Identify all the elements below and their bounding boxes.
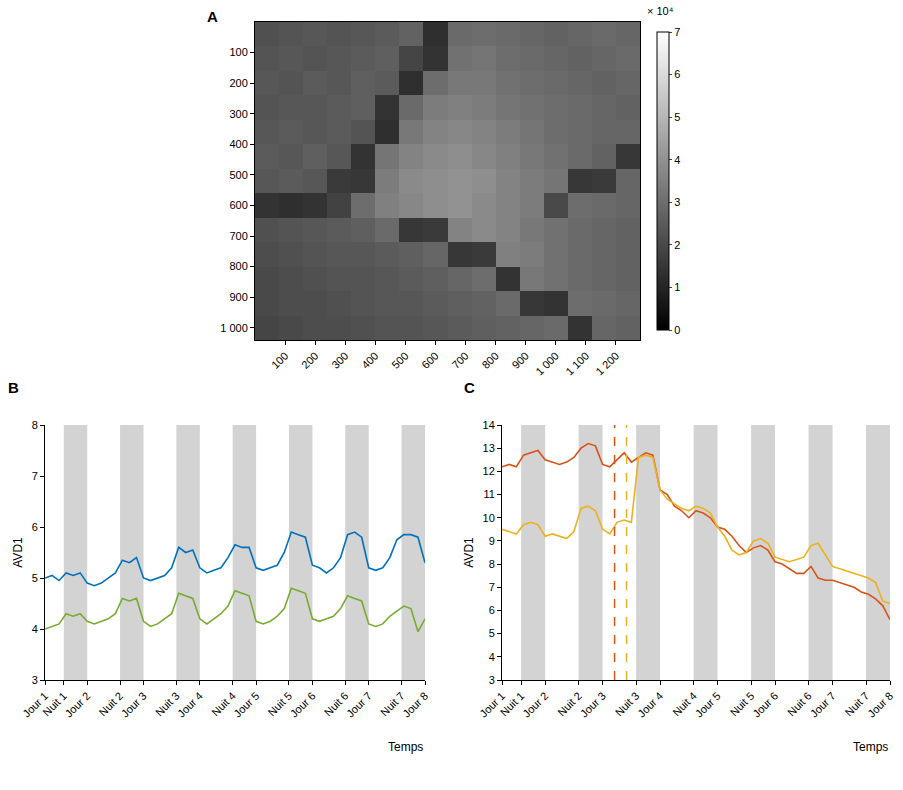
svg-text:Jour 4: Jour 4 bbox=[175, 690, 205, 720]
svg-text:14: 14 bbox=[483, 419, 495, 431]
svg-text:3: 3 bbox=[32, 674, 38, 686]
svg-text:1 000: 1 000 bbox=[533, 350, 561, 378]
svg-text:A: A bbox=[207, 8, 218, 25]
svg-text:400: 400 bbox=[229, 138, 247, 150]
svg-text:200: 200 bbox=[229, 77, 247, 89]
svg-text:1: 1 bbox=[674, 281, 680, 293]
svg-text:800: 800 bbox=[479, 350, 500, 371]
svg-text:2: 2 bbox=[674, 239, 680, 251]
svg-text:Jour 8: Jour 8 bbox=[865, 690, 895, 720]
svg-text:Jour 5: Jour 5 bbox=[231, 690, 261, 720]
svg-text:7: 7 bbox=[674, 26, 680, 38]
svg-text:6: 6 bbox=[674, 68, 680, 80]
svg-text:13: 13 bbox=[483, 442, 495, 454]
svg-text:900: 900 bbox=[510, 350, 531, 371]
svg-text:Jour 7: Jour 7 bbox=[344, 690, 374, 720]
svg-text:AVD1: AVD1 bbox=[11, 537, 25, 568]
svg-text:× 10⁴: × 10⁴ bbox=[647, 5, 674, 17]
svg-text:Temps: Temps bbox=[853, 740, 888, 754]
svg-text:600: 600 bbox=[419, 350, 440, 371]
svg-text:Jour 1: Jour 1 bbox=[477, 690, 507, 720]
svg-text:600: 600 bbox=[229, 199, 247, 211]
svg-text:Nuit 5: Nuit 5 bbox=[265, 690, 294, 719]
svg-text:8: 8 bbox=[32, 419, 38, 431]
svg-text:5: 5 bbox=[32, 572, 38, 584]
svg-text:Nuit 3: Nuit 3 bbox=[613, 690, 642, 719]
svg-text:AVD1: AVD1 bbox=[462, 537, 476, 568]
svg-text:10: 10 bbox=[483, 512, 495, 524]
svg-text:7: 7 bbox=[32, 470, 38, 482]
svg-text:300: 300 bbox=[329, 350, 350, 371]
svg-text:Nuit 2: Nuit 2 bbox=[555, 690, 584, 719]
svg-text:500: 500 bbox=[229, 169, 247, 181]
svg-text:Temps: Temps bbox=[388, 740, 423, 754]
svg-text:300: 300 bbox=[229, 108, 247, 120]
svg-text:4: 4 bbox=[489, 651, 495, 663]
svg-text:Nuit 7: Nuit 7 bbox=[843, 690, 872, 719]
svg-text:3: 3 bbox=[489, 674, 495, 686]
svg-text:Nuit 4: Nuit 4 bbox=[209, 690, 238, 719]
svg-text:C: C bbox=[464, 379, 475, 396]
svg-text:Nuit 4: Nuit 4 bbox=[670, 690, 699, 719]
svg-text:4: 4 bbox=[32, 623, 38, 635]
svg-text:1 100: 1 100 bbox=[563, 350, 591, 378]
svg-text:100: 100 bbox=[229, 46, 247, 58]
svg-text:Jour 2: Jour 2 bbox=[62, 690, 92, 720]
svg-text:12: 12 bbox=[483, 465, 495, 477]
svg-text:Nuit 1: Nuit 1 bbox=[498, 690, 527, 719]
svg-text:Jour 8: Jour 8 bbox=[400, 690, 430, 720]
svg-text:Jour 4: Jour 4 bbox=[635, 690, 665, 720]
svg-text:4: 4 bbox=[674, 154, 680, 166]
svg-text:7: 7 bbox=[489, 581, 495, 593]
svg-text:1 000: 1 000 bbox=[220, 322, 248, 334]
svg-text:11: 11 bbox=[483, 488, 494, 500]
svg-text:700: 700 bbox=[449, 350, 470, 371]
svg-text:9: 9 bbox=[489, 535, 495, 547]
svg-text:8: 8 bbox=[489, 558, 495, 570]
svg-text:400: 400 bbox=[359, 350, 380, 371]
svg-text:6: 6 bbox=[32, 521, 38, 533]
svg-text:900: 900 bbox=[229, 291, 247, 303]
svg-text:Jour 6: Jour 6 bbox=[750, 690, 780, 720]
svg-text:Jour 7: Jour 7 bbox=[808, 690, 838, 720]
svg-text:Jour 2: Jour 2 bbox=[520, 690, 550, 720]
svg-text:Nuit 6: Nuit 6 bbox=[322, 690, 351, 719]
svg-text:500: 500 bbox=[389, 350, 410, 371]
svg-text:Nuit 1: Nuit 1 bbox=[40, 690, 69, 719]
svg-text:Nuit 2: Nuit 2 bbox=[97, 690, 126, 719]
svg-text:Jour 3: Jour 3 bbox=[578, 690, 608, 720]
svg-text:100: 100 bbox=[269, 350, 290, 371]
svg-text:Jour 6: Jour 6 bbox=[288, 690, 318, 720]
svg-text:Nuit 6: Nuit 6 bbox=[785, 690, 814, 719]
svg-text:6: 6 bbox=[489, 604, 495, 616]
svg-text:Nuit 7: Nuit 7 bbox=[378, 690, 407, 719]
svg-text:B: B bbox=[8, 379, 19, 396]
svg-text:5: 5 bbox=[489, 627, 495, 639]
svg-text:Jour 3: Jour 3 bbox=[119, 690, 149, 720]
svg-text:Jour 1: Jour 1 bbox=[20, 690, 50, 720]
svg-text:0: 0 bbox=[674, 324, 680, 336]
svg-text:Nuit 3: Nuit 3 bbox=[153, 690, 182, 719]
svg-text:200: 200 bbox=[299, 350, 320, 371]
svg-text:Jour 5: Jour 5 bbox=[693, 690, 723, 720]
svg-text:1 200: 1 200 bbox=[593, 350, 621, 378]
svg-text:800: 800 bbox=[229, 260, 247, 272]
svg-text:5: 5 bbox=[674, 111, 680, 123]
svg-text:700: 700 bbox=[229, 230, 247, 242]
svg-text:3: 3 bbox=[674, 196, 680, 208]
svg-text:Nuit 5: Nuit 5 bbox=[728, 690, 757, 719]
